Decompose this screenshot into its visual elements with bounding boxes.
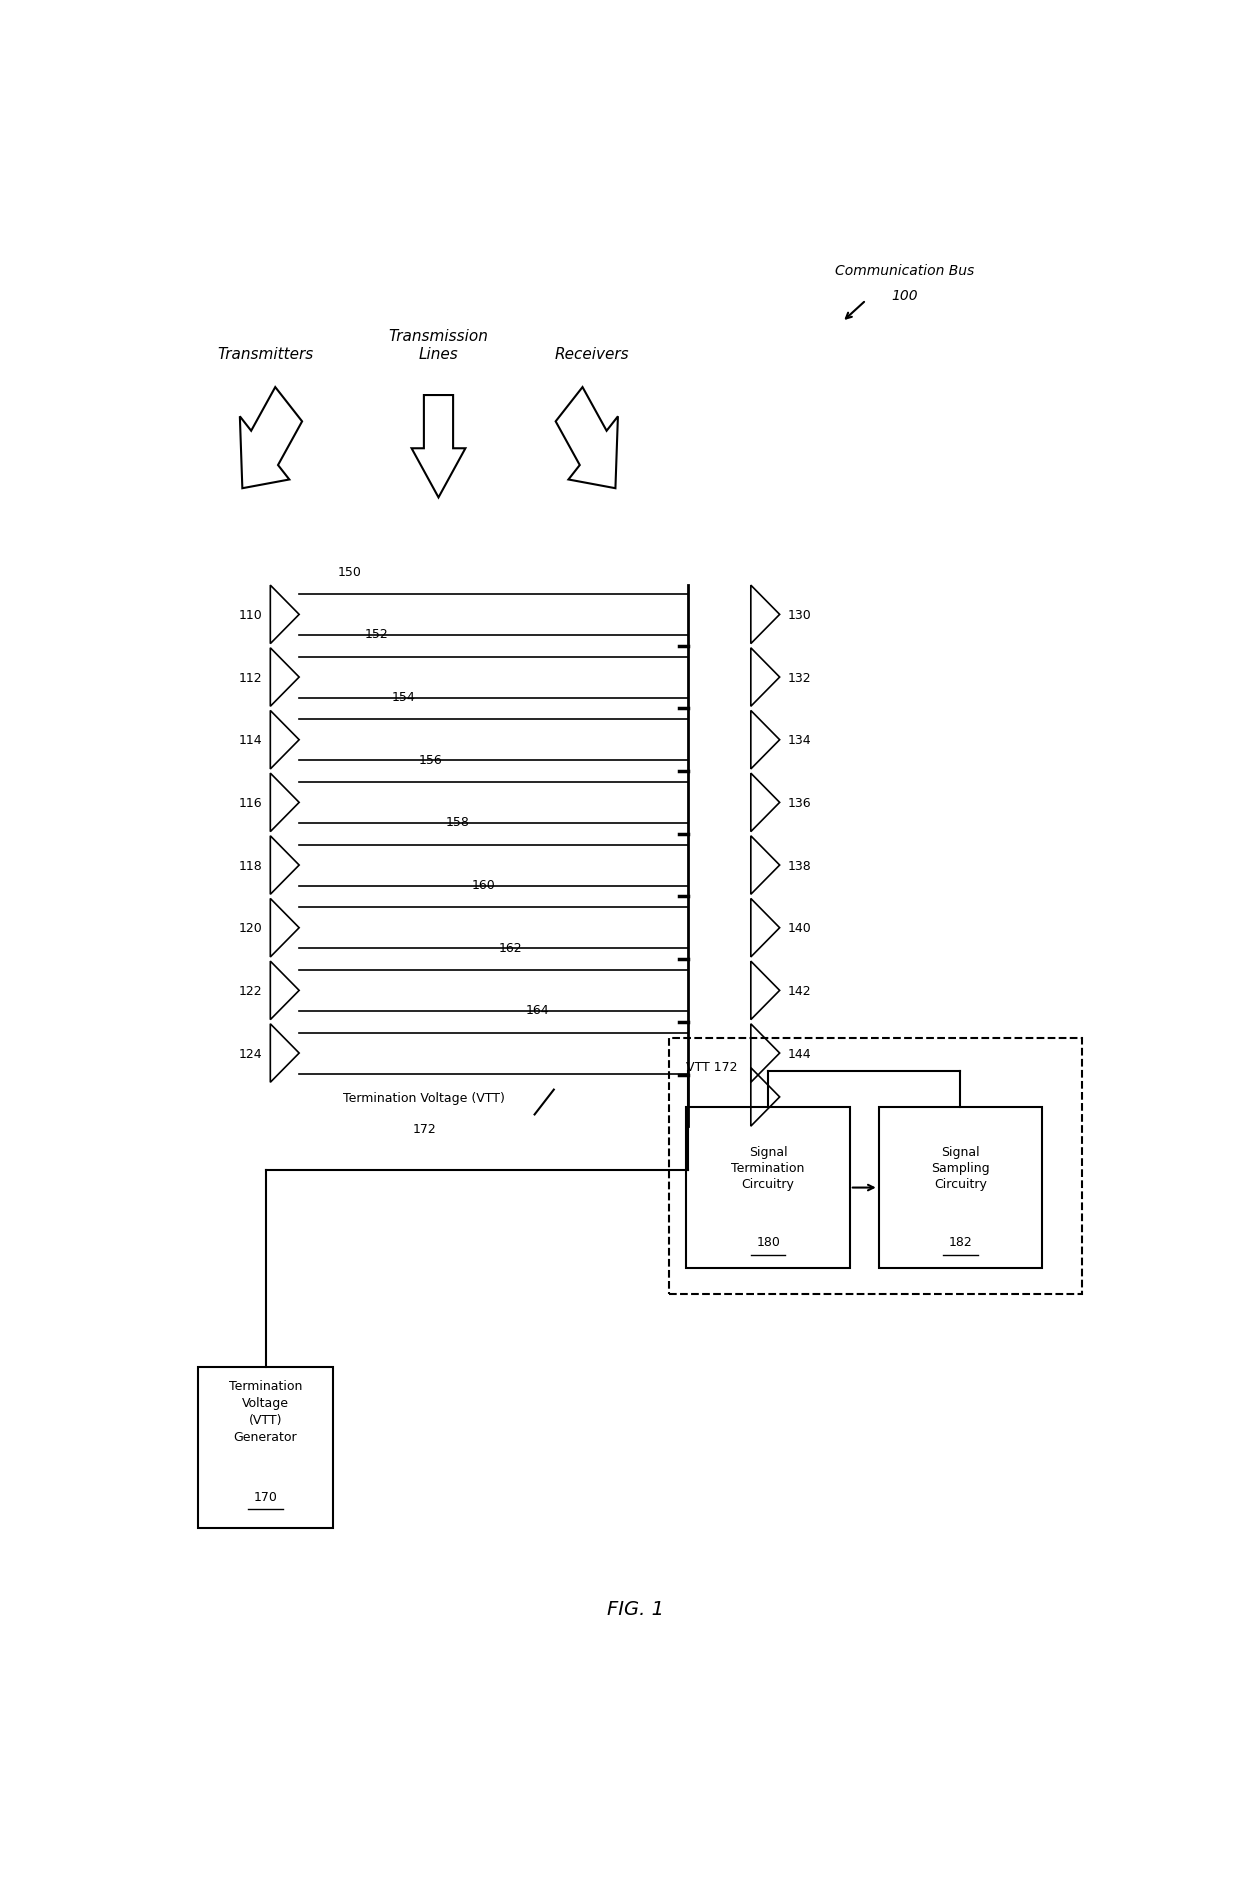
Text: 172: 172	[412, 1122, 436, 1135]
Text: 132: 132	[787, 672, 811, 683]
Text: 160: 160	[472, 879, 496, 892]
Text: 150: 150	[337, 566, 362, 579]
Text: 140: 140	[787, 922, 811, 934]
Text: 142: 142	[787, 985, 811, 996]
Text: 170: 170	[253, 1490, 278, 1503]
Text: 120: 120	[239, 922, 263, 934]
Text: 130: 130	[787, 609, 811, 621]
Text: 118: 118	[239, 860, 263, 871]
Text: Signal
Sampling
Circuitry: Signal Sampling Circuitry	[931, 1144, 990, 1190]
Text: FIG. 1: FIG. 1	[608, 1600, 663, 1619]
Text: Communication Bus: Communication Bus	[835, 264, 975, 279]
Text: 112: 112	[239, 672, 263, 683]
Text: 124: 124	[239, 1048, 263, 1059]
Text: VTT 172: VTT 172	[687, 1061, 738, 1074]
Text: 152: 152	[365, 628, 388, 642]
Bar	[687, 1108, 849, 1268]
Text: 134: 134	[787, 735, 811, 746]
Text: 164: 164	[526, 1004, 549, 1017]
Text: Termination
Voltage
(VTT)
Generator: Termination Voltage (VTT) Generator	[229, 1380, 303, 1444]
Text: 136: 136	[787, 797, 811, 809]
Text: 180: 180	[756, 1236, 780, 1249]
Text: Termination Voltage (VTT): Termination Voltage (VTT)	[343, 1091, 505, 1105]
Text: 122: 122	[239, 985, 263, 996]
Text: Transmitters: Transmitters	[217, 347, 314, 363]
Text: 154: 154	[392, 691, 415, 704]
Text: 138: 138	[787, 860, 811, 871]
Text: 110: 110	[239, 609, 263, 621]
Text: Signal
Termination
Circuitry: Signal Termination Circuitry	[732, 1144, 805, 1190]
Text: 162: 162	[498, 941, 523, 955]
Text: 116: 116	[239, 797, 263, 809]
Text: 182: 182	[949, 1236, 972, 1249]
Text: Receivers: Receivers	[556, 347, 630, 363]
Text: 100: 100	[892, 288, 918, 304]
Text: 144: 144	[787, 1048, 811, 1059]
Bar	[670, 1038, 1083, 1294]
Text: 158: 158	[445, 816, 469, 829]
Text: 114: 114	[239, 735, 263, 746]
Text: Transmission
Lines: Transmission Lines	[388, 328, 489, 363]
Text: 156: 156	[418, 754, 443, 767]
Bar	[879, 1108, 1042, 1268]
